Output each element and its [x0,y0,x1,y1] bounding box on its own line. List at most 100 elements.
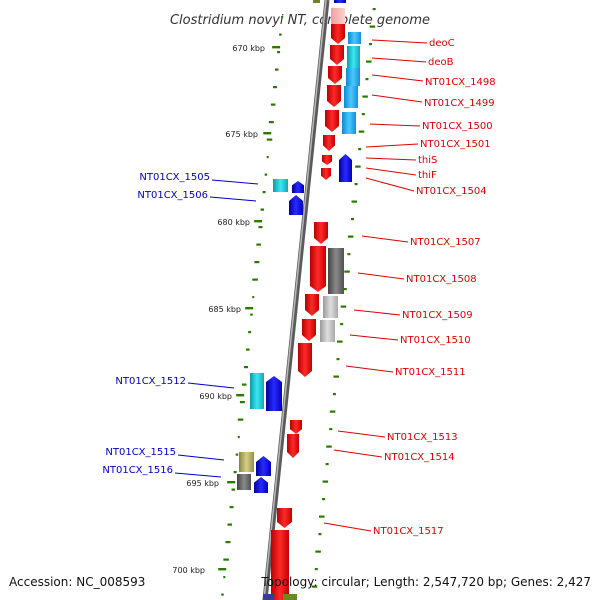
kbp-tick [227,481,236,484]
kbp-tick [263,132,272,135]
gene-label-NT01CX_1506[interactable]: NT01CX_1506 [137,190,208,201]
gc-tick [329,428,333,431]
gene-feature[interactable] [313,0,320,3]
gene-label-NT01CX_1501[interactable]: NT01CX_1501 [420,139,491,150]
kbp-label-675: 675 kbp [225,130,258,139]
label-connector [337,430,386,438]
gene-feature-deoC[interactable] [331,24,345,44]
gene-feature-thiS[interactable] [322,155,332,165]
gene-feature[interactable] [323,135,335,151]
kbp-label-700: 700 kbp [172,566,205,575]
gene-label-thiF[interactable]: thiF [418,170,437,181]
gene-label-NT01CX_1509[interactable]: NT01CX_1509 [402,310,473,321]
gc-tick [347,253,351,256]
gene-feature-NT01CX_1506[interactable] [289,195,303,215]
gene-label-NT01CX_1500[interactable]: NT01CX_1500 [422,121,493,132]
gene-feature-NT01CX_1512[interactable] [250,373,264,409]
gene-feature[interactable] [327,85,341,107]
gene-feature-NT01CX_1514[interactable] [287,434,299,458]
gene-feature[interactable] [283,594,297,600]
kbp-tick [254,220,263,223]
gene-feature[interactable] [344,86,358,108]
gene-feature-NT01CX_1510[interactable] [320,320,335,342]
gene-feature-NT01CX_1508[interactable] [328,248,344,294]
label-connector [187,382,235,389]
gene-label-NT01CX_1510[interactable]: NT01CX_1510 [400,335,471,346]
gene-feature[interactable] [292,181,304,193]
gene-feature[interactable] [348,32,361,44]
gene-feature[interactable] [310,246,326,292]
gc-tick [344,270,350,273]
gc-tick [361,113,365,116]
gc-tick [340,323,344,326]
gene-feature-NT01CX_1507[interactable] [314,222,328,244]
gene-feature[interactable] [305,294,319,316]
kbp-tick [218,568,227,571]
gene-feature[interactable] [263,594,273,600]
gc-tick [227,523,232,526]
gc-tick [318,515,325,518]
gc-tick [252,278,258,281]
gene-feature-deoB[interactable] [330,45,344,65]
gene-feature[interactable] [302,319,316,341]
label-connectors [174,39,428,532]
gene-feature-NT01CX_1513[interactable] [290,420,302,434]
gc-tick [266,138,273,141]
kbp-tick [236,394,245,397]
gene-feature[interactable] [266,376,282,411]
gene-feature-NT01CX_1505[interactable] [273,179,288,192]
gene-label-NT01CX_1499[interactable]: NT01CX_1499 [424,98,495,109]
gene-label-NT01CX_1517[interactable]: NT01CX_1517 [373,526,444,537]
gene-label-NT01CX_1515[interactable]: NT01CX_1515 [105,447,176,458]
gc-tick [314,568,318,571]
gene-feature-NT01CX_1504[interactable] [339,154,352,182]
gc-tick [252,296,255,299]
gene-label-NT01CX_1514[interactable]: NT01CX_1514 [384,452,455,463]
gene-feature[interactable] [331,8,345,24]
gc-tick [318,533,322,536]
gene-feature-NT01CX_1517[interactable] [277,508,292,528]
gene-feature[interactable] [271,530,289,600]
gene-label-thiS[interactable]: thiS [418,155,437,166]
gc-tick [231,488,236,491]
label-connector [371,39,428,44]
gene-feature[interactable] [342,112,356,134]
gc-tick [372,8,376,11]
gene-feature[interactable] [254,477,268,493]
gene-label-NT01CX_1498[interactable]: NT01CX_1498 [425,77,496,88]
gc-tick [244,366,249,369]
gene-feature-NT01CX_1516[interactable] [237,474,251,490]
gene-label-NT01CX_1507[interactable]: NT01CX_1507 [410,237,481,248]
gene-feature-NT01CX_1509[interactable] [323,296,338,318]
gene-label-NT01CX_1516[interactable]: NT01CX_1516 [102,465,173,476]
gene-feature-NT01CX_1515[interactable] [239,452,254,472]
gene-feature-NT01CX_1511[interactable] [298,343,312,377]
gene-feature[interactable] [346,68,360,86]
gene-label-NT01CX_1504[interactable]: NT01CX_1504 [416,186,487,197]
gene-feature-thiF[interactable] [321,168,331,180]
label-connector [333,449,383,458]
gene-label-deoC[interactable]: deoC [429,38,455,49]
gene-label-NT01CX_1508[interactable]: NT01CX_1508 [406,274,477,285]
gc-tick [223,558,229,561]
gc-tick [322,498,326,501]
gene-label-NT01CX_1505[interactable]: NT01CX_1505 [139,172,210,183]
gene-label-deoB[interactable]: deoB [428,57,454,68]
genome-backbone [262,0,330,600]
gene-feature[interactable] [256,456,271,476]
gc-tick [358,130,365,133]
accession-text: Accession: NC_008593 [9,575,145,589]
label-connector [345,365,394,373]
gene-feature[interactable] [325,110,339,132]
gc-tick [239,401,245,404]
gc-tick [281,16,284,19]
kbp-tick [245,307,254,310]
gene-label-NT01CX_1513[interactable]: NT01CX_1513 [387,432,458,443]
gc-tick [264,173,268,176]
gc-tick [270,103,276,106]
gene-feature[interactable] [347,46,360,68]
gene-label-NT01CX_1511[interactable]: NT01CX_1511 [395,367,466,378]
gene-feature[interactable] [328,66,342,84]
gene-feature[interactable] [334,0,346,3]
gene-label-NT01CX_1512[interactable]: NT01CX_1512 [115,376,186,387]
